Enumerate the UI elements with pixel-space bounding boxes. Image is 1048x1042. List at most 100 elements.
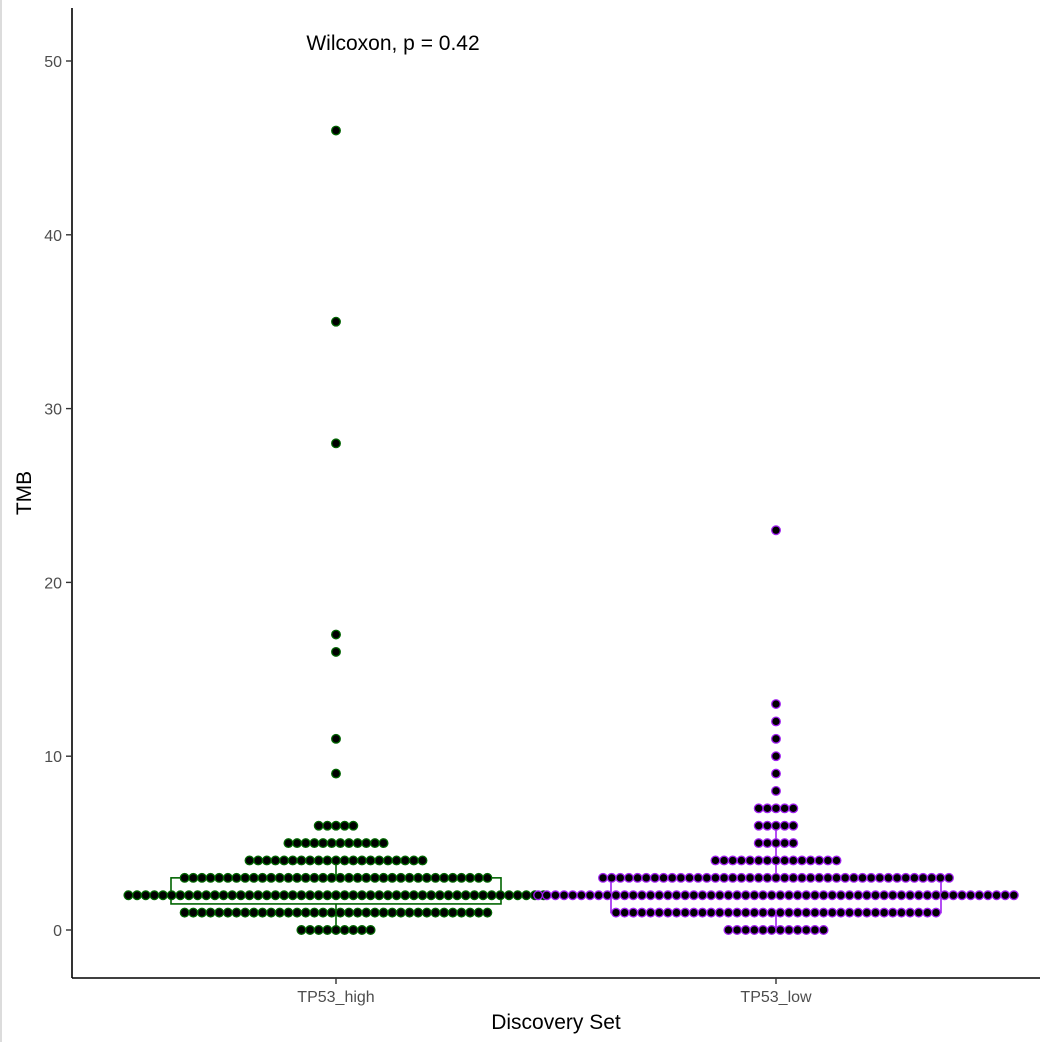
data-point: [632, 872, 643, 883]
data-point: [771, 872, 781, 883]
x-ticks: TP53_high TP53_low: [297, 978, 812, 1006]
data-point: [775, 925, 786, 935]
data-point: [775, 890, 786, 901]
data-point: [300, 838, 311, 849]
data-point: [809, 907, 820, 918]
data-point: [266, 907, 277, 918]
data-point: [331, 855, 341, 866]
data-point: [611, 890, 621, 901]
y-ticks: 0 10 20 30 40 50: [44, 54, 72, 940]
data-point: [326, 872, 337, 883]
data-point: [339, 925, 350, 935]
data-point: [818, 890, 829, 901]
data-point: [434, 890, 445, 901]
data-point: [645, 890, 656, 901]
data-point: [706, 890, 717, 901]
data-point: [369, 838, 380, 849]
data-point: [771, 768, 781, 779]
data-point: [361, 907, 372, 918]
data-point: [762, 872, 773, 883]
data-point: [261, 890, 272, 901]
data-point: [335, 838, 346, 849]
data-point: [766, 925, 777, 935]
data-point: [533, 890, 544, 901]
data-point: [624, 872, 634, 883]
data-point: [140, 890, 151, 901]
data-point: [439, 872, 450, 883]
data-point: [797, 855, 807, 866]
data-point: [270, 855, 281, 866]
data-point: [771, 699, 781, 710]
data-point: [512, 890, 523, 901]
data-point: [827, 890, 838, 901]
data-point: [931, 890, 941, 901]
data-point: [991, 890, 1002, 901]
data-point: [641, 872, 652, 883]
data-point: [209, 890, 220, 901]
data-point: [745, 872, 756, 883]
data-point: [357, 925, 367, 935]
data-point: [671, 907, 682, 918]
data-point: [788, 855, 799, 866]
data-point: [762, 820, 773, 831]
data-point: [753, 838, 764, 849]
data-point: [688, 907, 699, 918]
data-point: [313, 855, 324, 866]
data-point: [675, 872, 686, 883]
data-point: [896, 890, 907, 901]
data-point: [395, 907, 406, 918]
data-point: [313, 890, 324, 901]
data-point: [982, 890, 993, 901]
data-point: [404, 907, 415, 918]
data-point: [443, 890, 454, 901]
data-point: [684, 872, 695, 883]
data-point: [732, 907, 743, 918]
data-point: [344, 838, 354, 849]
data-point: [192, 890, 203, 901]
data-point: [835, 907, 846, 918]
data-point: [218, 890, 229, 901]
data-point: [335, 907, 346, 918]
data-point: [740, 890, 751, 901]
data-point: [931, 907, 941, 918]
data-point: [693, 872, 704, 883]
data-point: [771, 733, 781, 744]
data-point: [322, 925, 333, 935]
data-point: [740, 925, 751, 935]
data-point: [662, 890, 673, 901]
data-point: [835, 890, 846, 901]
data-point: [879, 907, 890, 918]
data-point: [736, 855, 747, 866]
data-point: [805, 855, 816, 866]
data-point: [478, 890, 489, 901]
data-point: [201, 890, 212, 901]
data-point: [357, 890, 367, 901]
data-point: [400, 890, 411, 901]
data-point: [331, 629, 341, 640]
data-point: [809, 925, 820, 935]
data-point: [688, 890, 699, 901]
data-point: [732, 925, 743, 935]
data-point: [408, 855, 419, 866]
data-point: [352, 907, 363, 918]
data-point: [326, 907, 337, 918]
data-point: [831, 872, 842, 883]
data-point: [853, 907, 864, 918]
data-point: [339, 820, 350, 831]
data-point: [331, 925, 341, 935]
data-point: [611, 907, 621, 918]
data-point: [404, 872, 415, 883]
data-point: [771, 820, 781, 831]
data-point: [417, 855, 428, 866]
data-point: [331, 890, 341, 901]
data-point: [939, 890, 950, 901]
data-point: [183, 890, 194, 901]
data-point: [965, 890, 976, 901]
data-point: [270, 890, 281, 901]
x-tick-label: TP53_low: [740, 989, 812, 1006]
data-point: [753, 855, 764, 866]
data-point: [391, 855, 402, 866]
data-point: [196, 872, 207, 883]
data-point: [331, 733, 341, 744]
data-point: [465, 872, 476, 883]
